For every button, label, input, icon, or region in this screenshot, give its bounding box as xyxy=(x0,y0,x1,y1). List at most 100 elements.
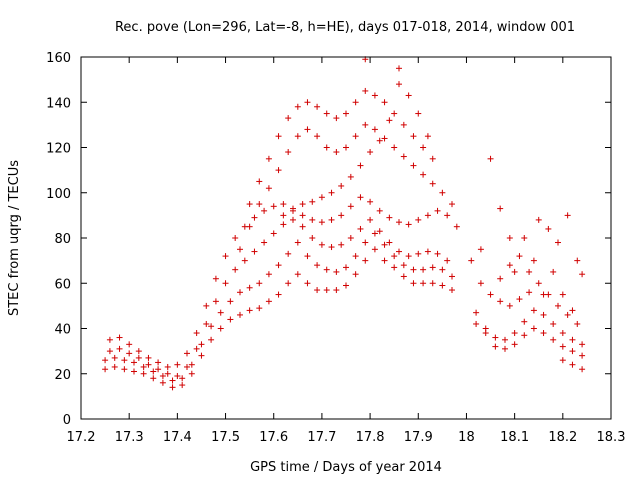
data-point xyxy=(323,266,330,273)
data-point xyxy=(579,271,586,278)
data-point xyxy=(188,361,195,368)
data-point xyxy=(415,216,422,223)
data-point xyxy=(439,189,446,196)
data-point xyxy=(352,133,359,140)
data-point xyxy=(391,110,398,117)
data-point xyxy=(502,336,508,343)
data-point xyxy=(285,115,292,122)
data-point xyxy=(111,363,118,370)
data-point xyxy=(444,257,451,264)
data-point xyxy=(555,239,561,246)
data-point xyxy=(338,241,345,248)
data-point xyxy=(198,352,205,359)
data-point xyxy=(275,262,282,269)
data-point xyxy=(280,212,287,219)
data-point xyxy=(237,311,243,318)
data-point xyxy=(343,144,349,151)
data-point xyxy=(420,266,427,273)
data-point xyxy=(131,368,137,375)
data-point xyxy=(579,352,586,359)
y-tick-label: 80 xyxy=(54,232,71,247)
data-point xyxy=(352,253,359,260)
data-point xyxy=(511,330,518,337)
data-point xyxy=(318,219,325,226)
data-point xyxy=(362,121,369,128)
data-point xyxy=(371,126,378,133)
data-point xyxy=(285,280,292,287)
data-point xyxy=(371,92,378,99)
data-point xyxy=(487,155,494,162)
data-point xyxy=(314,287,321,294)
data-point xyxy=(386,239,393,246)
data-point xyxy=(150,375,157,382)
data-point xyxy=(540,311,547,318)
data-point xyxy=(429,280,436,287)
data-point xyxy=(304,99,311,106)
data-point xyxy=(386,214,393,221)
data-point xyxy=(506,262,513,269)
data-point xyxy=(309,198,316,205)
x-axis-label: GPS time / Days of year 2014 xyxy=(250,460,442,475)
data-point xyxy=(155,366,162,373)
data-point xyxy=(121,357,128,364)
data-point xyxy=(169,384,176,391)
data-point xyxy=(535,280,542,287)
y-tick-label: 100 xyxy=(46,187,71,202)
x-tick-labels: 17.2 17.3 17.4 17.5 17.6 17.7 17.8 17.9 18 18.1 18… xyxy=(67,430,626,445)
data-point xyxy=(290,207,296,214)
data-point xyxy=(314,262,321,269)
data-point xyxy=(299,223,306,230)
data-point xyxy=(497,275,504,282)
data-point xyxy=(212,298,219,305)
data-point xyxy=(106,348,113,355)
data-point xyxy=(400,121,407,128)
data-point xyxy=(424,212,431,219)
data-point xyxy=(367,198,374,205)
data-point xyxy=(193,330,200,337)
data-point xyxy=(323,110,330,117)
data-point xyxy=(492,343,499,350)
data-point xyxy=(261,207,268,214)
x-tick-label: 17.3 xyxy=(115,430,144,445)
data-point xyxy=(102,366,109,373)
data-point xyxy=(232,235,239,241)
data-point xyxy=(391,264,398,271)
data-point xyxy=(415,110,422,117)
data-point xyxy=(410,162,417,169)
data-point xyxy=(294,133,301,140)
data-point xyxy=(564,212,571,219)
data-point xyxy=(159,373,166,380)
data-point xyxy=(569,361,576,368)
data-point xyxy=(420,144,427,151)
data-point xyxy=(265,155,272,162)
data-point xyxy=(424,133,431,140)
data-point xyxy=(246,201,253,208)
data-point xyxy=(357,194,364,201)
data-point xyxy=(477,246,484,253)
data-point xyxy=(449,287,455,294)
data-point xyxy=(415,250,422,257)
data-point xyxy=(362,257,369,264)
data-point xyxy=(391,144,398,151)
data-point xyxy=(550,336,557,343)
data-point xyxy=(453,223,460,230)
y-tick-label: 20 xyxy=(54,368,71,383)
data-point xyxy=(237,289,243,296)
data-point xyxy=(526,289,533,296)
data-point xyxy=(473,309,480,316)
chart-title: Rec. pove (Lon=296, Lat=-8, h=HE), days … xyxy=(115,20,575,35)
data-point xyxy=(126,350,133,357)
data-point xyxy=(569,336,576,343)
data-point xyxy=(251,214,258,221)
data-point xyxy=(265,185,272,192)
data-point xyxy=(285,250,292,257)
data-point xyxy=(285,149,292,156)
data-point xyxy=(574,320,581,327)
data-point xyxy=(131,359,137,366)
x-tick-label: 18 xyxy=(458,430,475,445)
data-point xyxy=(246,284,253,291)
data-point xyxy=(270,230,277,237)
data-point xyxy=(429,180,436,187)
x-tick-label: 17.8 xyxy=(356,430,385,445)
data-point xyxy=(294,271,301,278)
